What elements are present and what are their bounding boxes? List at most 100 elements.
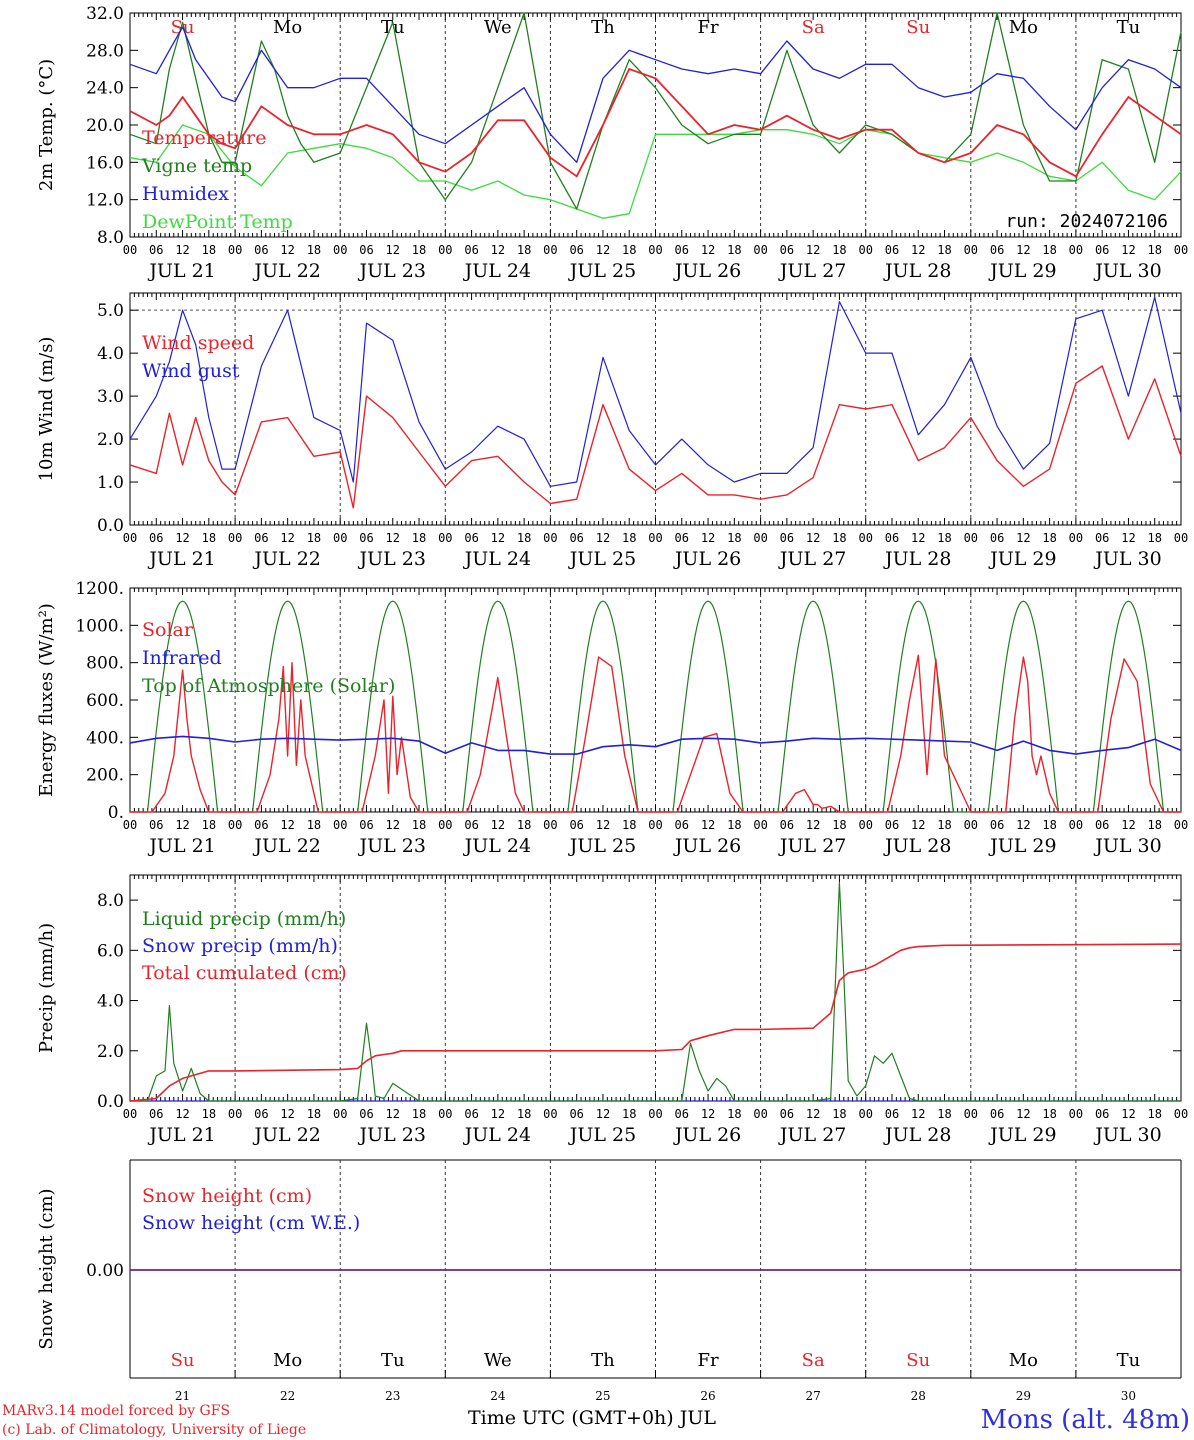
hour-tick-label: 00 xyxy=(648,531,662,545)
date-label: JUL 30 xyxy=(1093,835,1161,857)
hour-tick-label: 06 xyxy=(1095,531,1109,545)
hour-tick-label: 00 xyxy=(543,243,557,257)
hour-tick-label: 12 xyxy=(701,818,715,832)
date-label: JUL 24 xyxy=(463,548,531,570)
hour-tick-label: 00 xyxy=(1174,818,1188,832)
hour-tick-label: 18 xyxy=(1042,818,1056,832)
legend-dewpoint: DewPoint Temp xyxy=(142,211,293,233)
date-label: JUL 30 xyxy=(1093,1124,1161,1146)
hour-tick-label: 12 xyxy=(596,818,610,832)
hour-tick-label: 00 xyxy=(858,1107,872,1121)
hour-tick-label: 00 xyxy=(648,243,662,257)
hour-tick-label: 12 xyxy=(911,818,925,832)
date-label: JUL 28 xyxy=(883,1124,951,1146)
hour-tick-label: 18 xyxy=(832,531,846,545)
weekday-label: Sa xyxy=(802,17,825,38)
panel-4-ytick-label: 0.00 xyxy=(86,1261,124,1281)
hour-tick-label: 12 xyxy=(701,531,715,545)
date-number: 21 xyxy=(175,1389,190,1403)
hour-tick-label: 00 xyxy=(228,818,242,832)
weekday-label-bottom: Th xyxy=(591,1350,615,1371)
hour-tick-label: 18 xyxy=(307,243,321,257)
date-label: JUL 22 xyxy=(252,835,320,857)
series-total-cumulated xyxy=(129,943,1182,1102)
hour-tick-label: 12 xyxy=(1121,243,1135,257)
hour-tick-label: 00 xyxy=(648,1107,662,1121)
date-label: JUL 24 xyxy=(463,835,531,857)
hour-tick-label: 18 xyxy=(412,243,426,257)
date-label: JUL 27 xyxy=(778,260,846,282)
hour-tick-label: 06 xyxy=(359,531,373,545)
hour-tick-label: 12 xyxy=(806,818,820,832)
weekday-label: Th xyxy=(591,17,615,38)
legend-toa-solar: Top of Atmosphere (Solar) xyxy=(142,675,395,697)
hour-tick-label: 12 xyxy=(280,243,294,257)
date-label: JUL 27 xyxy=(778,548,846,570)
series-wind-speed xyxy=(129,365,1182,509)
hour-tick-label: 06 xyxy=(990,243,1004,257)
panel-2-ytick-label: 400. xyxy=(86,728,124,748)
hour-tick-label: 18 xyxy=(202,531,216,545)
hour-tick-label: 18 xyxy=(202,818,216,832)
hour-tick-label: 00 xyxy=(1174,243,1188,257)
weekday-label-bottom: Tu xyxy=(381,1350,405,1371)
hour-tick-label: 00 xyxy=(858,531,872,545)
date-label: JUL 21 xyxy=(147,260,215,282)
hour-tick-label: 12 xyxy=(701,243,715,257)
date-number: 26 xyxy=(700,1389,715,1403)
legend-total-cumulated: Total cumulated (cm) xyxy=(142,962,347,984)
weekday-label: Mo xyxy=(1009,17,1038,38)
weekday-label: Tu xyxy=(381,17,405,38)
hour-tick-label: 00 xyxy=(648,818,662,832)
hour-tick-label: 18 xyxy=(622,1107,636,1121)
panel-2-ytick-label: 1000. xyxy=(75,616,124,636)
hour-tick-label: 06 xyxy=(149,1107,163,1121)
hour-tick-label: 06 xyxy=(885,1107,899,1121)
legend-liquid-precip: Liquid precip (mm/h) xyxy=(142,908,346,930)
hour-tick-label: 18 xyxy=(412,818,426,832)
date-number: 25 xyxy=(595,1389,610,1403)
hour-tick-label: 06 xyxy=(464,818,478,832)
hour-tick-label: 00 xyxy=(1069,818,1083,832)
hour-tick-label: 06 xyxy=(990,1107,1004,1121)
date-number: 30 xyxy=(1121,1389,1136,1403)
hour-tick-label: 18 xyxy=(517,818,531,832)
hour-tick-label: 00 xyxy=(753,531,767,545)
panel-2-ytick-label: 1200. xyxy=(75,579,124,599)
hour-tick-label: 18 xyxy=(937,243,951,257)
hour-tick-label: 06 xyxy=(780,243,794,257)
hour-tick-label: 12 xyxy=(911,531,925,545)
hour-tick-label: 18 xyxy=(1042,243,1056,257)
hour-tick-label: 06 xyxy=(254,1107,268,1121)
date-label: JUL 27 xyxy=(778,835,846,857)
weekday-label-bottom: Su xyxy=(171,1350,195,1371)
hour-tick-label: 00 xyxy=(438,1107,452,1121)
hour-tick-label: 18 xyxy=(937,818,951,832)
hour-tick-label: 00 xyxy=(1069,1107,1083,1121)
hour-tick-label: 00 xyxy=(123,1107,137,1121)
hour-tick-label: 00 xyxy=(964,1107,978,1121)
hour-tick-label: 12 xyxy=(280,1107,294,1121)
date-number: 22 xyxy=(280,1389,295,1403)
hour-tick-label: 18 xyxy=(1147,243,1161,257)
legend-wind-gust: Wind gust xyxy=(142,360,240,382)
hour-tick-label: 18 xyxy=(517,243,531,257)
panel-2-ytick-label: 800. xyxy=(86,654,124,674)
panel-1-ytick-label: 5.0 xyxy=(97,301,124,321)
hour-tick-label: 12 xyxy=(701,1107,715,1121)
hour-tick-label: 00 xyxy=(1069,531,1083,545)
hour-tick-label: 18 xyxy=(412,531,426,545)
hour-tick-label: 12 xyxy=(1121,818,1135,832)
panel-2-ytick-label: 200. xyxy=(86,766,124,786)
hour-tick-label: 00 xyxy=(123,243,137,257)
date-number: 24 xyxy=(490,1389,506,1403)
hour-tick-label: 06 xyxy=(990,818,1004,832)
panel-0-ytick-label: 12.0 xyxy=(86,191,124,211)
panel-frame-3 xyxy=(129,587,1182,813)
location-label: Mons (alt. 48m) xyxy=(981,1405,1190,1435)
weekday-label: We xyxy=(484,17,512,38)
series-wind-gust xyxy=(129,296,1182,487)
hour-tick-label: 12 xyxy=(596,243,610,257)
hour-tick-label: 12 xyxy=(1121,1107,1135,1121)
